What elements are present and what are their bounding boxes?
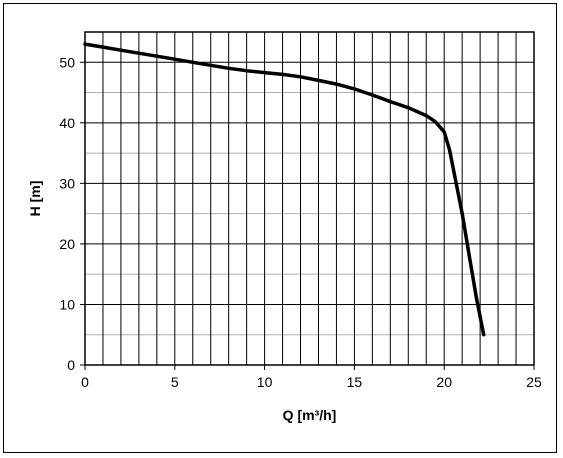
y-axis-label: H [m] xyxy=(27,181,43,217)
y-tick-labels: 0 10 20 30 40 50 xyxy=(59,54,85,373)
y-tick-label: 50 xyxy=(59,54,75,70)
y-tick-label: 0 xyxy=(67,357,75,373)
x-tick-labels: 0 5 10 15 20 25 xyxy=(81,365,542,390)
major-grid xyxy=(85,32,534,365)
x-tick-label: 15 xyxy=(347,374,363,390)
y-tick-label: 20 xyxy=(59,236,75,252)
x-tick-label: 20 xyxy=(436,374,452,390)
x-tick-label: 25 xyxy=(526,374,542,390)
y-tick-label: 10 xyxy=(59,296,75,312)
y-tick-label: 40 xyxy=(59,115,75,131)
x-tick-label: 10 xyxy=(257,374,273,390)
pump-curve-line xyxy=(83,42,486,337)
x-tick-label: 0 xyxy=(81,374,89,390)
x-axis-label: Q [m³/h] xyxy=(283,407,337,423)
minor-grid xyxy=(85,92,534,336)
y-tick-label: 30 xyxy=(59,175,75,191)
x-tick-label: 5 xyxy=(171,374,179,390)
plot-border xyxy=(84,31,535,366)
